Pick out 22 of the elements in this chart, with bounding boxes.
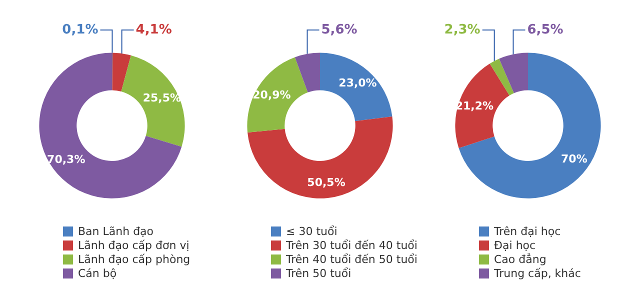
data-label: 2,3% [444, 22, 480, 38]
data-label: 50,5% [307, 176, 346, 189]
data-label: 5,6% [321, 22, 358, 38]
data-label: 70,3% [47, 153, 86, 166]
legend-label: Ban Lãnh đạo [78, 225, 154, 238]
legend-label: Trên đại học [493, 225, 561, 238]
legend-label: Cao đẳng [494, 253, 546, 266]
legend-label: Đại học [494, 239, 536, 252]
legend-label: ≤ 30 tuổi [286, 225, 338, 238]
legend-label: Lãnh đạo cấp phòng [78, 253, 190, 266]
legend-label: Cán bộ [78, 267, 117, 280]
data-label: 4,1% [136, 22, 172, 38]
data-label: 20,9% [252, 88, 291, 102]
legend-label: Trên 30 tuổi đến 40 tuổi [285, 239, 418, 252]
legend-label: Trên 40 tuổi đến 50 tuổi [285, 253, 418, 266]
data-label: 0,1% [62, 22, 98, 38]
legend-label: Trên 50 tuổi [285, 267, 352, 280]
data-label: 70% [561, 152, 588, 166]
data-label: 23,0% [338, 76, 377, 90]
legend-label: Trung cấp, khác [493, 267, 581, 280]
data-label: 6,5% [527, 22, 564, 38]
legend-label: Lãnh đạo cấp đơn vị [78, 239, 190, 252]
